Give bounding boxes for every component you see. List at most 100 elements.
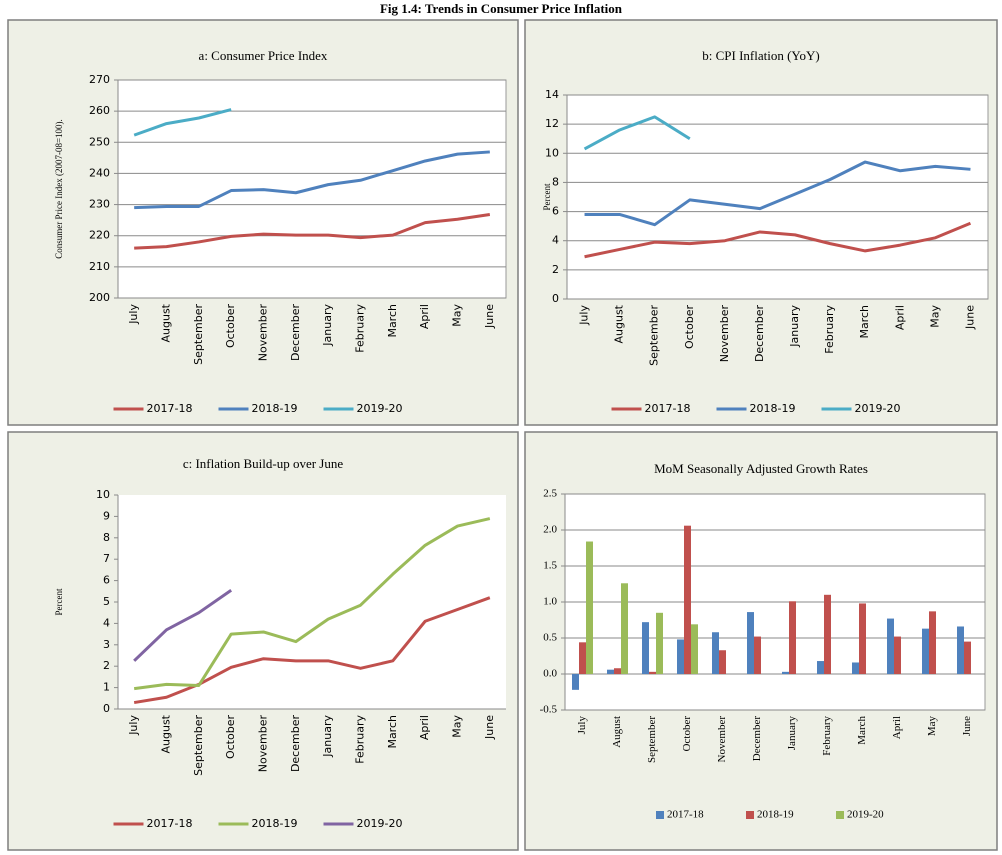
legend-swatch xyxy=(836,811,844,819)
bar xyxy=(684,525,691,674)
x-tick-label: July xyxy=(127,715,140,736)
y-tick-label: 250 xyxy=(89,135,110,148)
bar xyxy=(782,671,789,674)
x-tick-label: December xyxy=(289,304,302,362)
bar xyxy=(621,583,628,674)
x-tick-label: October xyxy=(224,715,237,759)
line xyxy=(133,517,491,691)
y-tick-label: 10 xyxy=(545,146,559,159)
bar xyxy=(607,669,614,674)
x-tick-label: September xyxy=(192,715,205,776)
legend-label: 2019-20 xyxy=(847,809,884,821)
chart-title: MoM Seasonally Adjusted Growth Rates xyxy=(654,461,868,476)
x-tick-label: June xyxy=(483,715,496,740)
y-tick-label: 1.0 xyxy=(543,596,557,608)
y-tick-label: 3 xyxy=(103,638,110,651)
y-tick-label: 0.5 xyxy=(543,632,557,644)
x-tick-label: October xyxy=(224,304,237,348)
bar xyxy=(642,622,649,674)
legend-label: 2017-18 xyxy=(147,817,193,830)
legend-label: 2017-18 xyxy=(667,809,704,821)
chart-title: c: Inflation Build-up over June xyxy=(183,456,344,471)
x-tick-label: May xyxy=(451,304,464,327)
legend-label: 2017-18 xyxy=(147,402,193,415)
y-tick-label: 0.0 xyxy=(543,668,557,680)
bar xyxy=(922,628,929,674)
bar xyxy=(579,642,586,674)
x-tick-label: July xyxy=(127,304,140,325)
legend-label: 2019-20 xyxy=(357,817,403,830)
x-tick-label: March xyxy=(386,715,399,749)
bar xyxy=(817,661,824,674)
x-tick-label: August xyxy=(613,304,626,343)
x-tick-label: January xyxy=(321,304,334,347)
figure-title: Fig 1.4: Trends in Consumer Price Inflat… xyxy=(380,1,623,16)
legend-label: 2017-18 xyxy=(645,402,691,415)
y-tick-label: 4 xyxy=(103,616,110,629)
x-tick-label: August xyxy=(160,303,173,342)
y-tick-label: 210 xyxy=(89,260,110,273)
y-tick-label: -0.5 xyxy=(540,704,558,716)
line xyxy=(584,221,972,259)
x-tick-label: December xyxy=(289,715,302,773)
x-tick-label: June xyxy=(483,304,496,329)
bar xyxy=(586,541,593,674)
y-axis-label: Percent xyxy=(54,588,64,615)
x-tick-label: June xyxy=(963,305,976,330)
y-tick-label: 260 xyxy=(89,104,110,117)
x-tick-label: September xyxy=(646,716,658,763)
line xyxy=(134,213,491,250)
y-axis-label: Percent xyxy=(542,183,552,210)
legend-label: 2019-20 xyxy=(855,402,901,415)
y-tick-label: 6 xyxy=(103,574,110,587)
y-tick-label: 2.0 xyxy=(543,524,557,536)
x-tick-label: April xyxy=(418,304,431,329)
y-tick-label: 2 xyxy=(552,263,559,276)
y-tick-label: 12 xyxy=(545,117,559,130)
bar xyxy=(712,632,719,674)
y-tick-label: 8 xyxy=(103,531,110,544)
bar xyxy=(887,618,894,674)
chart-title: b: CPI Inflation (YoY) xyxy=(702,48,820,63)
x-tick-label: November xyxy=(716,716,728,763)
x-tick-label: March xyxy=(386,304,399,338)
x-tick-label: March xyxy=(856,716,868,745)
x-tick-label: November xyxy=(257,304,270,362)
bar xyxy=(852,662,859,674)
bar xyxy=(677,639,684,674)
y-tick-label: 1.5 xyxy=(543,560,557,572)
y-tick-label: 10 xyxy=(96,488,110,501)
x-tick-label: May xyxy=(926,716,938,737)
y-tick-label: 5 xyxy=(103,595,110,608)
y-tick-label: 9 xyxy=(103,509,110,522)
x-tick-label: February xyxy=(821,716,833,756)
line xyxy=(584,160,971,227)
y-tick-label: 4 xyxy=(552,234,559,247)
legend-swatch xyxy=(656,811,664,819)
bar xyxy=(894,636,901,674)
legend-label: 2018-19 xyxy=(750,402,796,415)
bar xyxy=(656,612,663,674)
x-tick-label: September xyxy=(192,304,205,365)
x-tick-label: April xyxy=(893,305,906,330)
x-tick-label: January xyxy=(786,716,798,751)
y-tick-label: 8 xyxy=(552,175,559,188)
x-tick-label: October xyxy=(683,305,696,349)
bar xyxy=(747,612,754,674)
y-tick-label: 0 xyxy=(103,702,110,715)
bar xyxy=(824,594,831,674)
x-tick-label: February xyxy=(354,715,367,764)
x-tick-label: November xyxy=(718,305,731,363)
line xyxy=(134,150,490,210)
bar xyxy=(614,668,621,674)
bar xyxy=(859,603,866,674)
x-tick-label: January xyxy=(788,305,801,348)
y-tick-label: 200 xyxy=(89,291,110,304)
x-tick-label: May xyxy=(928,305,941,328)
x-tick-label: January xyxy=(321,715,334,758)
line xyxy=(133,108,232,137)
bar xyxy=(789,601,796,674)
x-tick-label: August xyxy=(611,716,623,748)
line xyxy=(133,588,233,662)
x-tick-label: August xyxy=(160,714,173,753)
